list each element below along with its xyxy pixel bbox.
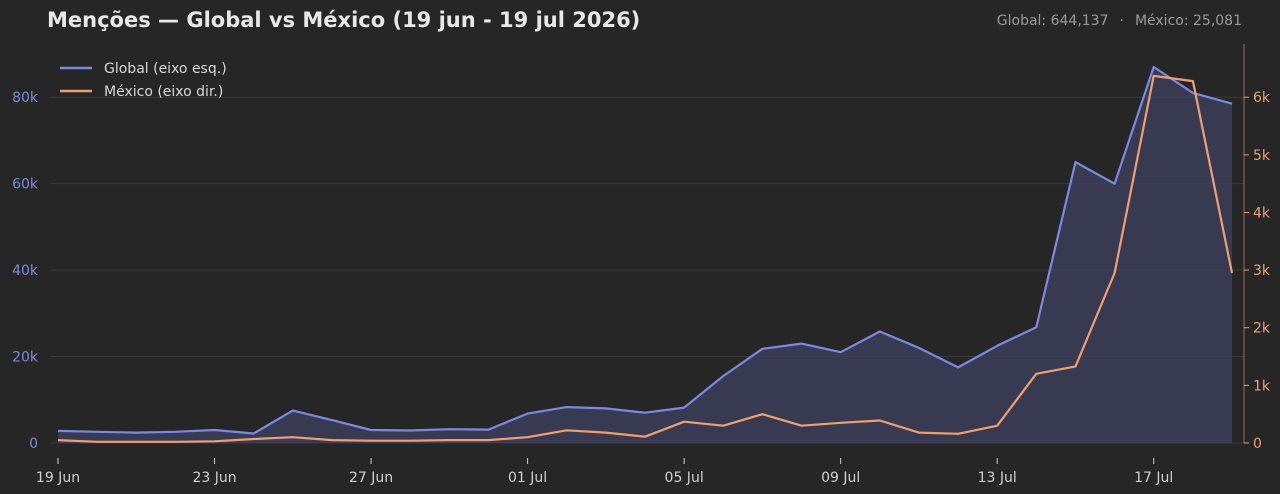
y-left-tick-label: 20k — [12, 350, 39, 366]
legend-label: México (eixo dir.) — [104, 84, 223, 100]
y-left-tick-label: 40k — [12, 263, 39, 279]
x-tick-label: 05 Jul — [665, 470, 704, 486]
y-axis-left: 0 20k 40k 60k 80k — [12, 90, 39, 452]
global-series-line — [57, 65, 1233, 435]
global-area — [58, 67, 1232, 443]
y-left-tick-label: 60k — [12, 177, 39, 193]
x-tick-label: 19 Jun — [36, 470, 80, 486]
y-right-tick-label: 3k — [1253, 263, 1271, 279]
mexico-total: México: 25,081 — [1134, 13, 1242, 29]
legend: Global (eixo esq.) México (eixo dir.) — [60, 61, 227, 100]
x-tick-label: 13 Jul — [978, 470, 1017, 486]
x-tick-label: 17 Jul — [1134, 470, 1173, 486]
x-tick-label: 01 Jul — [508, 470, 547, 486]
chart-title: Menções — Global vs México (19 jun - 19 … — [47, 8, 641, 32]
y-left-tick-label: 80k — [12, 90, 39, 106]
y-right-tick-label: 2k — [1253, 321, 1271, 337]
totals-separator: · — [1119, 13, 1124, 29]
totals-readout: Global: 644,137 · México: 25,081 — [997, 13, 1242, 29]
series-lines — [57, 65, 1234, 443]
y-right-tick-label: 1k — [1253, 378, 1271, 394]
global-total: Global: 644,137 — [996, 13, 1109, 29]
y-right-tick-label: 5k — [1253, 148, 1271, 164]
y-right-tick-label: 0 — [1253, 436, 1262, 452]
global-area-fill — [58, 67, 1232, 443]
y-axis-right: 0 1k 2k 3k 4k 5k 6k — [1243, 44, 1271, 452]
y-left-tick-label: 0 — [29, 436, 38, 452]
mexico-series-line — [57, 74, 1234, 443]
y-right-tick-label: 4k — [1253, 205, 1271, 221]
x-tick-label: 27 Jun — [349, 470, 393, 486]
legend-label: Global (eixo esq.) — [104, 61, 227, 77]
x-tick-label: 09 Jul — [821, 470, 860, 486]
x-tick-label: 23 Jun — [192, 470, 236, 486]
y-right-tick-label: 6k — [1253, 90, 1271, 106]
x-axis: 19 Jun 23 Jun 27 Jun 01 Jul 05 Jul 09 Jul 13 J… — [36, 458, 1173, 486]
